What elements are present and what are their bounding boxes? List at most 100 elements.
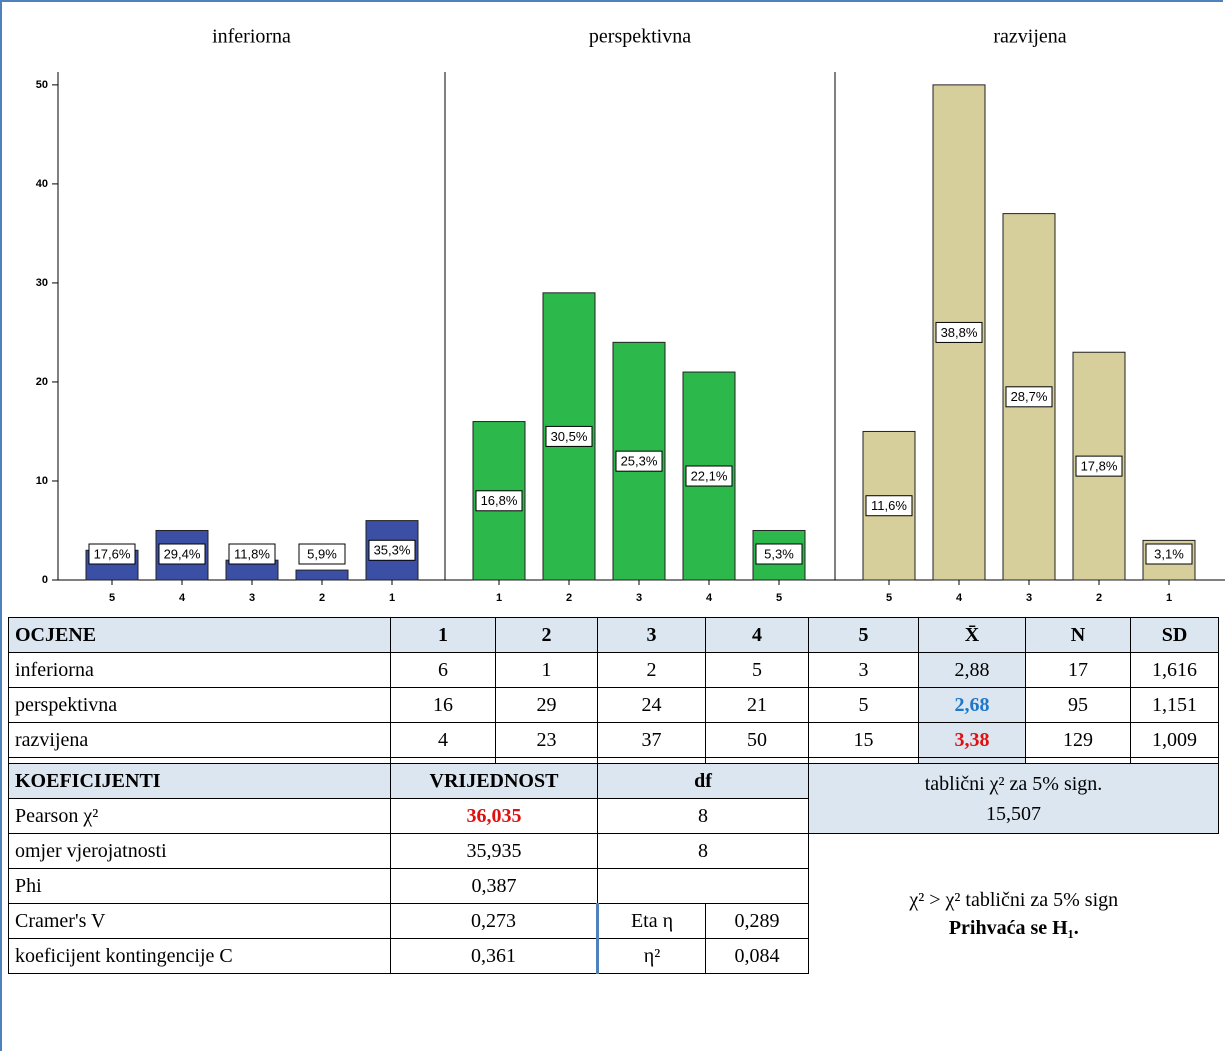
- label-box: [368, 539, 416, 561]
- label-box: [1145, 543, 1193, 565]
- x-tick-label: 4: [706, 592, 713, 604]
- cell: 21: [705, 687, 809, 723]
- label-box: [1005, 386, 1053, 408]
- cell: 1: [495, 652, 598, 688]
- cell: 8: [596, 833, 810, 869]
- conclusion: χ² > χ² tablični za 5% sign Prihvaća se H…: [809, 834, 1219, 974]
- cell: 36,035: [390, 798, 598, 834]
- data-label: 28,7%: [1011, 389, 1048, 404]
- panel-title: inferiorna: [212, 26, 291, 48]
- cell: 37: [597, 722, 706, 758]
- label-box: [685, 465, 733, 487]
- row: inferiorna 6 1 2 5 3 2,88 17 1,616: [8, 652, 1219, 688]
- label-box: [1075, 455, 1123, 477]
- cell: 3: [808, 652, 919, 688]
- critical-value: 15,507: [986, 802, 1042, 825]
- cell: 2: [495, 617, 598, 653]
- cell: N: [1025, 617, 1131, 653]
- cell: 1,151: [1130, 687, 1219, 723]
- cell: 4: [705, 617, 809, 653]
- label-box: [298, 543, 346, 565]
- data-label: 17,8%: [1081, 459, 1118, 474]
- cell: 2,68: [918, 687, 1026, 723]
- data-label: 11,8%: [234, 546, 270, 561]
- cell: 35,935: [390, 833, 598, 869]
- cell: 2,88: [918, 652, 1026, 688]
- cell: SD: [1130, 617, 1219, 653]
- cell: Eta η: [596, 903, 706, 939]
- cell: 2: [597, 652, 706, 688]
- label-box: [935, 321, 983, 343]
- cell: 0,361: [390, 938, 598, 974]
- row: razvijena 4 23 37 50 15 3,38 129 1,009: [8, 722, 1219, 758]
- x-tick-label: 1: [1166, 592, 1172, 604]
- x-tick-label: 3: [636, 592, 642, 604]
- data-label: 30,5%: [551, 429, 588, 444]
- data-label: 5,3%: [764, 546, 794, 561]
- coefficients-table: KOEFICIJENTI VRIJEDNOST df tablični χ² z…: [8, 763, 1220, 974]
- x-tick-label: 2: [1096, 592, 1102, 604]
- label-box: [545, 425, 593, 447]
- cell: 129: [1025, 722, 1131, 758]
- cell: 3,38: [918, 722, 1026, 758]
- bar: [295, 569, 349, 581]
- cell: 29: [495, 687, 598, 723]
- cell: df: [596, 763, 810, 799]
- cell: 1: [390, 617, 496, 653]
- row: perspektivna 16 29 24 21 5 2,68 95 1,151: [8, 687, 1219, 723]
- cell: koeficijent kontingencije C: [8, 938, 391, 974]
- data-label: 29,4%: [164, 546, 201, 561]
- data-label: 11,6%: [871, 498, 907, 513]
- cell: 0,289: [704, 903, 810, 939]
- x-tick-label: 4: [179, 592, 186, 604]
- x-tick-label: 5: [776, 592, 782, 604]
- y-tick-label: 40: [36, 178, 48, 190]
- x-tick-label: 2: [566, 592, 572, 604]
- cell: VRIJEDNOST: [390, 763, 598, 799]
- label-box: [475, 490, 523, 512]
- row: OCJENE 1 2 3 4 5 X̄ N SD: [8, 617, 1219, 653]
- y-tick-label: 10: [36, 475, 48, 487]
- data-label: 5,9%: [307, 546, 337, 561]
- panel-title: perspektivna: [589, 26, 691, 48]
- conclusion-text: χ² > χ² tablični za 5% sign: [909, 888, 1119, 911]
- label-box: [158, 543, 206, 565]
- y-tick-label: 50: [36, 79, 48, 91]
- cell: 1,616: [1130, 652, 1219, 688]
- data-label: 17,6%: [94, 546, 131, 561]
- cell: 24: [597, 687, 706, 723]
- cell: inferiorna: [8, 652, 391, 688]
- cell: 8: [596, 798, 810, 834]
- cell: 17: [1025, 652, 1131, 688]
- cell: 16: [390, 687, 496, 723]
- data-label: 38,8%: [941, 325, 978, 340]
- chart: inferiorna 0 10 20 30 40 50 5 17,6% 4 29,4% 3 11,8% 2…: [36, 26, 1225, 604]
- cell: η²: [596, 938, 706, 974]
- data-label: 16,8%: [481, 493, 518, 508]
- cell: 3: [597, 617, 706, 653]
- cell: 4: [390, 722, 496, 758]
- x-tick-label: 3: [249, 592, 255, 604]
- cell: 15: [808, 722, 919, 758]
- x-tick-label: 5: [886, 592, 892, 604]
- x-tick-label: 5: [109, 592, 115, 604]
- data-label: 3,1%: [1154, 546, 1184, 561]
- cell: 5: [705, 652, 809, 688]
- cell: omjer vjerojatnosti: [8, 833, 391, 869]
- x-tick-label: 1: [389, 592, 395, 604]
- cell: 5: [808, 617, 919, 653]
- label-box: [228, 543, 276, 565]
- data-label: 22,1%: [691, 468, 728, 483]
- cell: KOEFICIJENTI: [8, 763, 391, 799]
- y-tick-label: 0: [42, 574, 48, 586]
- cell: Cramer's V: [8, 903, 391, 939]
- label-box: [865, 495, 913, 517]
- cell: 23: [495, 722, 598, 758]
- conclusion-decision: Prihvaća se H₁.: [948, 916, 1079, 939]
- label-box: [615, 450, 663, 472]
- x-tick-label: 3: [1026, 592, 1032, 604]
- critical-label: tablični χ² za 5% sign.: [924, 772, 1103, 795]
- cell: 6: [390, 652, 496, 688]
